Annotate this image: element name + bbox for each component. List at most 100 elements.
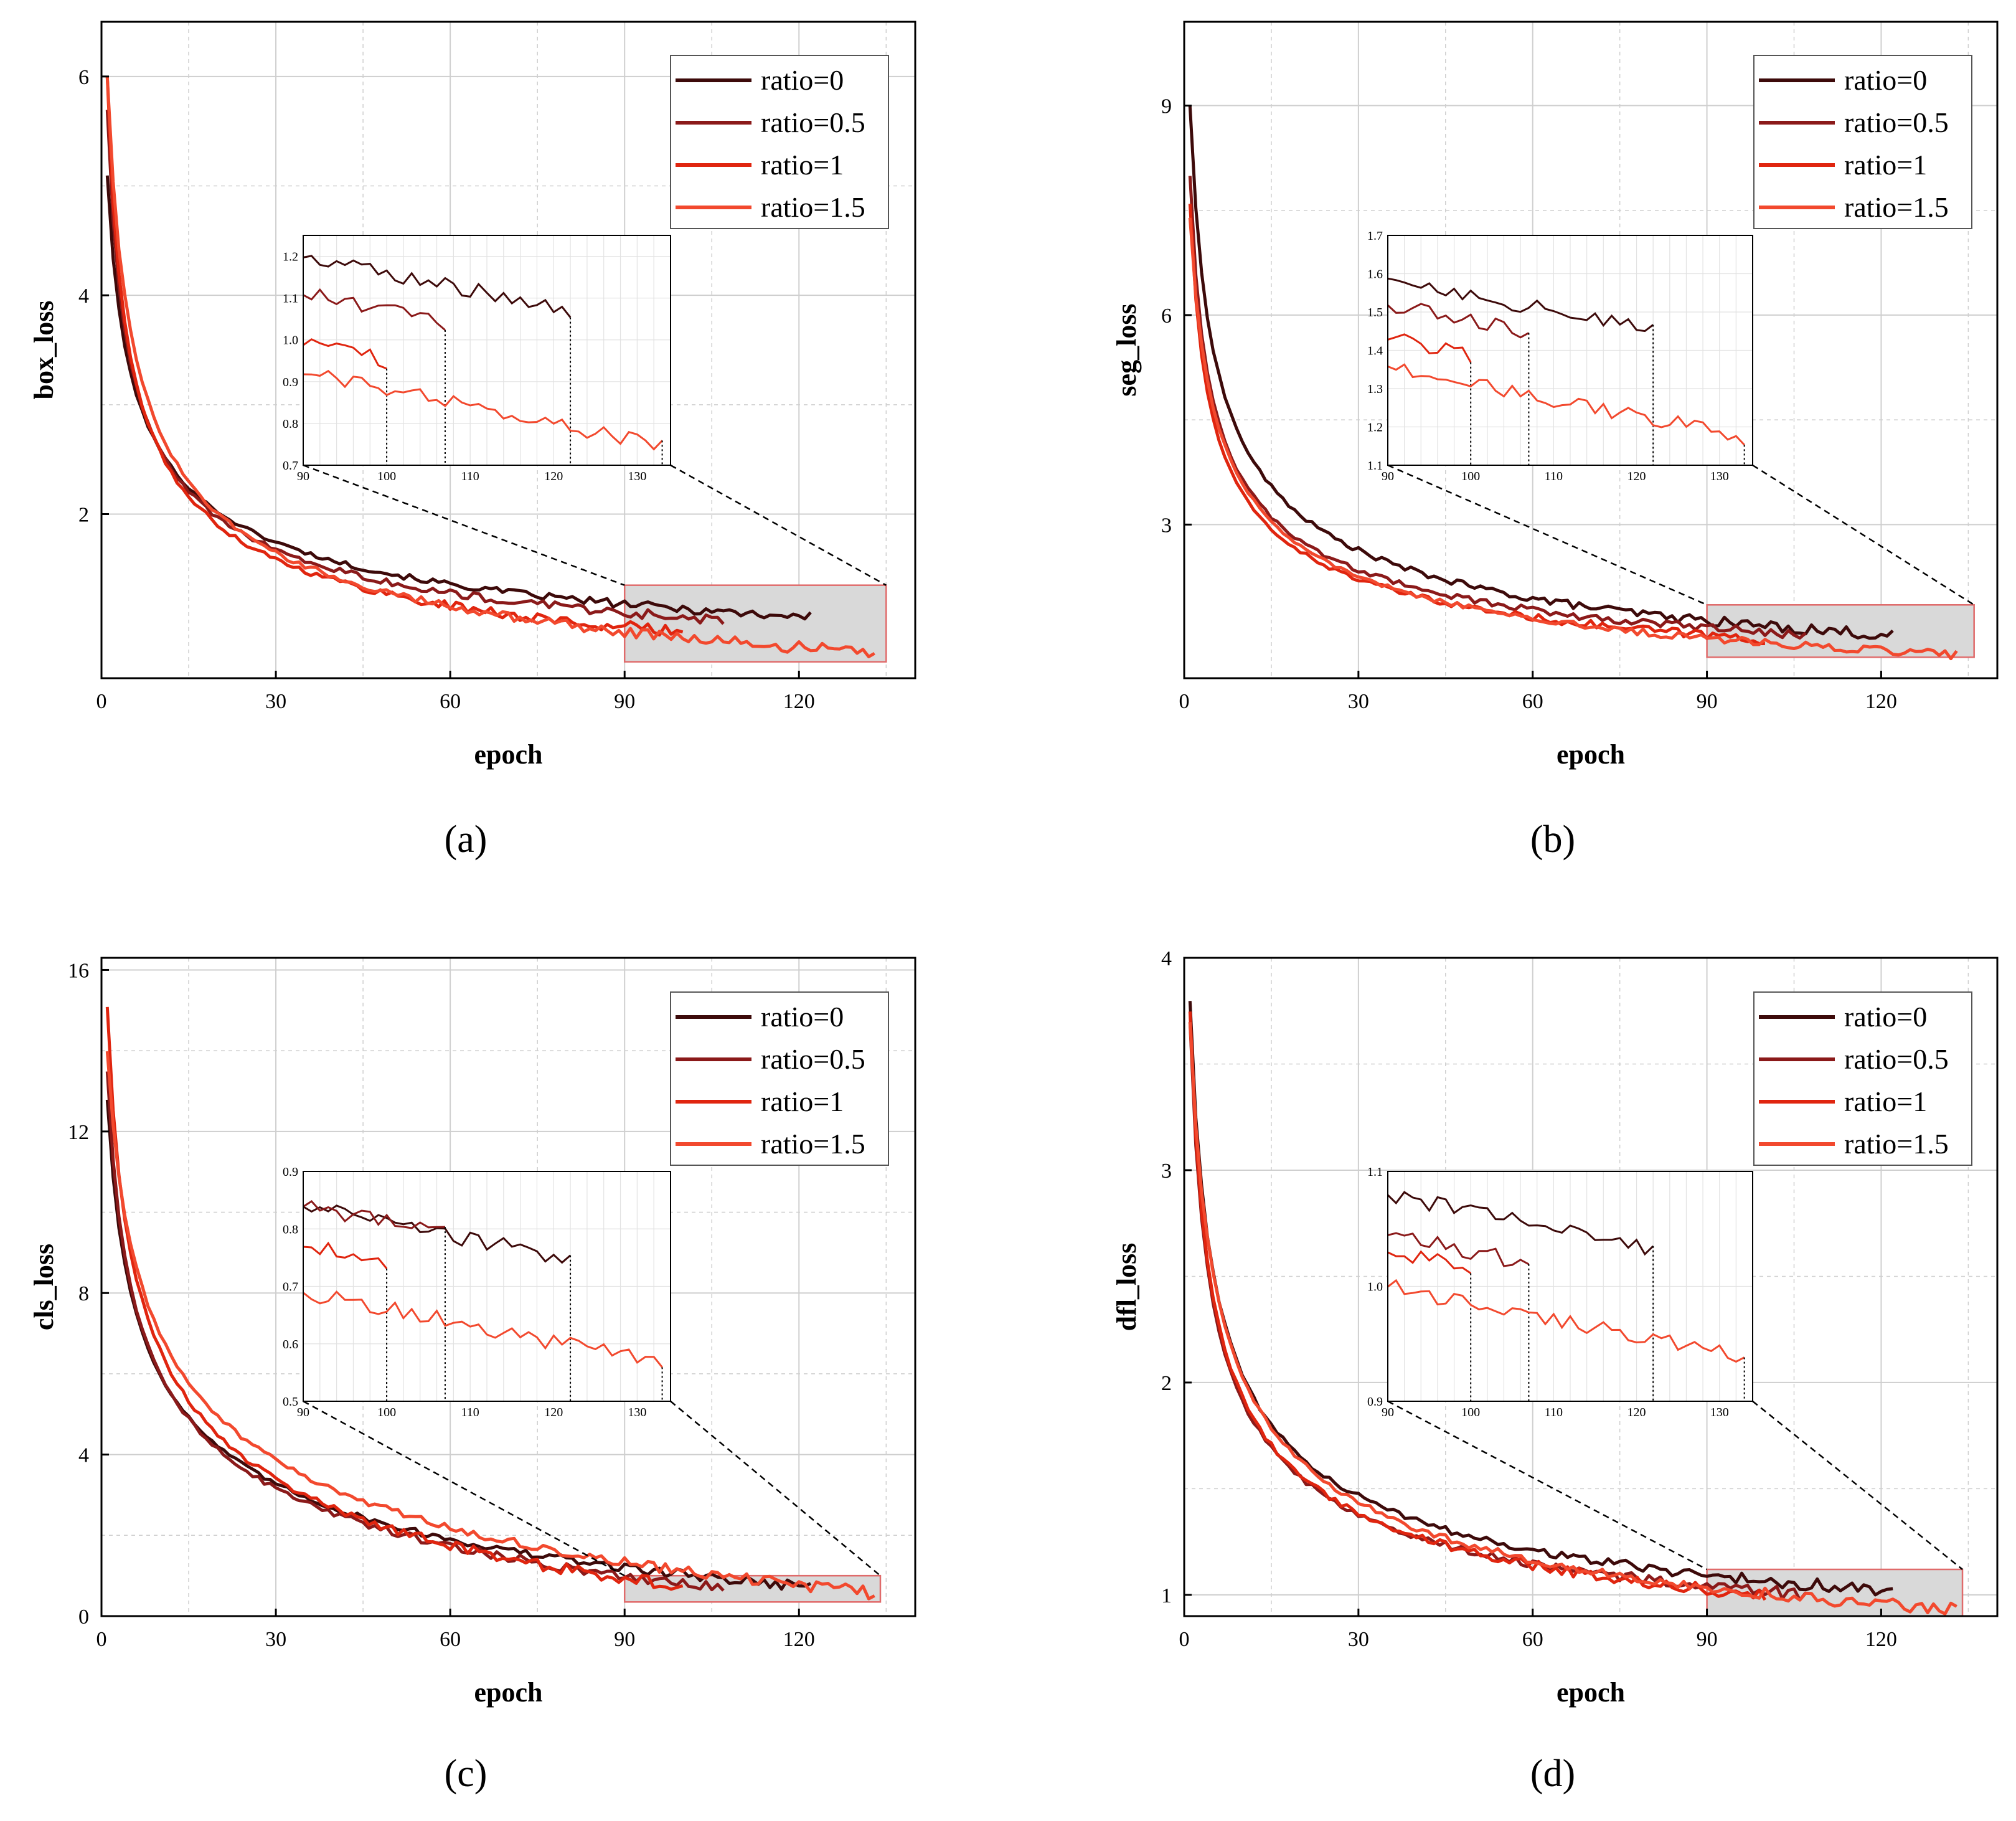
inset-x-tick-label: 130 [628,1406,646,1419]
inset-series-line-ratio-1 [303,1241,388,1269]
inset-x-tick-label: 90 [1382,1406,1394,1419]
inset-x-tick-label: 90 [297,470,309,483]
inset-frame [303,235,671,466]
inset-y-tick-label: 0.5 [283,1395,298,1409]
x-tick-label: 0 [97,1628,107,1651]
inset-x-tick-label: 120 [544,1406,563,1419]
x-tick-label: 120 [1865,690,1897,713]
inset-x-tick-label: 100 [1461,1406,1480,1419]
legend-label: ratio=0.5 [761,106,865,138]
inset-x-tick-label: 90 [297,1406,309,1419]
figure-caption: (b) [1530,818,1575,861]
x-axis-label: epoch [1557,739,1625,770]
x-tick-label: 90 [1697,1628,1718,1651]
legend-label: ratio=1.5 [761,191,865,223]
series-line-ratio-1 [105,1006,684,1591]
inset-zoom-plot: 90 100 110 120 130 0.5 0.6 0.7 0.8 0.9 [283,1165,671,1419]
y-tick-label: 3 [1161,514,1172,537]
series-line-ratio-1.5 [105,77,875,658]
legend-box [670,55,889,229]
legend-label: ratio=1 [761,149,844,181]
plot-frame [100,21,916,679]
legend-label: ratio=1.5 [1844,191,1949,223]
inset-frame [303,1171,671,1402]
x-tick-label: 60 [1522,1628,1543,1651]
y-tick-label: 0 [78,1606,89,1629]
y-tick-label: 12 [68,1121,89,1144]
chart-legend: ratio=0 ratio=0.5 ratio=1 ratio=1.5 [1753,991,1972,1166]
zoom-connector-line [1752,1401,1963,1570]
inset-x-tick-label: 100 [377,470,396,483]
legend-label: ratio=1 [761,1086,844,1117]
y-axis-label: dfl_loss [1111,1243,1142,1331]
series-line-ratio-1.5 [105,1051,875,1601]
x-tick-label: 90 [614,1628,635,1651]
chart-legend: ratio=0 ratio=0.5 ratio=1 ratio=1.5 [1753,55,1972,229]
inset-series-line-ratio-0.5 [303,288,446,331]
zoom-connector-line [670,1401,881,1577]
zoom-connector-line [303,464,625,586]
legend-box [670,991,889,1166]
inset-y-tick-label: 1.3 [1367,382,1383,396]
legend-label: ratio=1 [1844,149,1927,181]
inset-series-line-ratio-1 [303,338,387,370]
inset-y-tick-label: 0.6 [283,1338,298,1351]
legend-label: ratio=0 [1844,1001,1927,1033]
inset-series-line-ratio-0 [1387,277,1654,333]
inset-series-line-ratio-0.5 [303,1200,446,1229]
inset-y-tick-label: 0.8 [283,1223,298,1236]
inset-y-tick-label: 1.0 [1367,1280,1383,1294]
plot-frame [100,957,916,1617]
inset-y-tick-label: 1.7 [1367,229,1383,243]
inset-y-tick-label: 1.1 [283,292,298,306]
inset-y-tick-label: 0.7 [283,459,298,473]
inset-series-line-ratio-1.5 [303,1290,663,1368]
inset-x-tick-label: 130 [628,470,646,483]
inset-series-line-ratio-1 [1387,1250,1472,1274]
series-line-ratio-0 [1188,106,1894,640]
y-tick-label: 4 [78,285,89,308]
x-tick-label: 30 [1348,690,1369,713]
inset-y-tick-label: 1.4 [1367,344,1383,358]
inset-y-tick-label: 0.9 [283,1165,298,1179]
x-tick-label: 30 [265,1628,286,1651]
inset-zoom-plot: 90 100 110 120 130 0.7 0.8 0.9 1.0 1.1 1.2 [283,235,671,483]
x-tick-label: 120 [783,1628,815,1651]
series-line-ratio-1.5 [1188,217,1958,661]
figure-caption: (d) [1530,1752,1575,1795]
inset-x-tick-label: 110 [1545,1406,1563,1419]
legend-label: ratio=0 [761,1001,844,1033]
inset-y-tick-label: 0.7 [283,1280,298,1294]
inset-x-tick-label: 90 [1382,470,1394,483]
inset-x-tick-label: 120 [544,470,563,483]
legend-label: ratio=1.5 [1844,1128,1949,1160]
legend-label: ratio=0 [761,64,844,96]
y-tick-label: 2 [1161,1372,1172,1395]
x-axis-label: epoch [1557,1677,1625,1708]
zoom-region-box [623,584,887,663]
inset-y-tick-label: 1.5 [1367,306,1383,319]
zoom-connector-line [303,1400,625,1577]
y-tick-label: 4 [78,1444,89,1467]
chart-legend: ratio=0 ratio=0.5 ratio=1 ratio=1.5 [670,991,889,1166]
inset-series-line-ratio-0 [1387,1191,1654,1256]
y-tick-label: 6 [1161,305,1172,328]
y-tick-label: 9 [1161,95,1172,118]
legend-label: ratio=0.5 [1844,106,1949,138]
inset-series-line-ratio-1.5 [1387,363,1745,446]
chart-panel-2: 0 30 60 90 120369epochseg_loss(b)ratio=0rati… [1111,21,1999,861]
x-tick-label: 90 [1697,690,1718,713]
inset-y-tick-label: 0.9 [283,376,298,389]
inset-x-tick-label: 110 [461,470,479,483]
legend-label: ratio=1.5 [761,1128,865,1160]
x-tick-label: 30 [265,690,286,713]
x-tick-label: 120 [783,690,815,713]
chart-panel-3: 0 30 60 90 120 0 4 8 12 16 epoch cls_loss (c) ratio=0… [29,957,916,1795]
inset-x-tick-label: 100 [377,1406,396,1419]
inset-x-tick-label: 110 [1545,470,1563,483]
y-tick-label: 6 [78,66,89,89]
y-tick-label: 1 [1161,1584,1172,1607]
inset-y-tick-label: 1.2 [1367,421,1383,435]
y-tick-label: 4 [1161,947,1172,970]
figure-caption: (a) [445,818,488,861]
